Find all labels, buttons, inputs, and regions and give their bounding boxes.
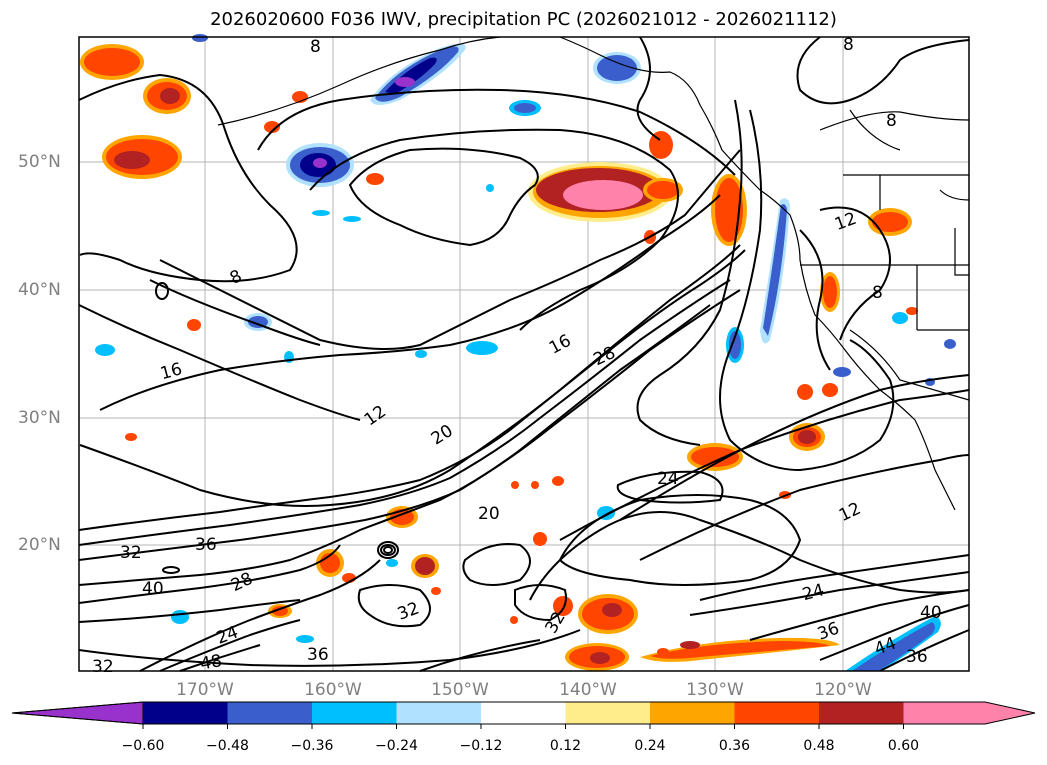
contour-label: 24 (657, 469, 679, 489)
colorbar-tick-label: −0.60 (121, 738, 165, 754)
lon-label: 150°W (431, 680, 489, 700)
colorbar-segment (481, 702, 566, 724)
contour-label: 40 (142, 579, 164, 599)
figure-title: 2026020600 F036 IWV, precipitation PC (2… (210, 9, 837, 30)
lon-label: 170°W (176, 680, 234, 700)
precip-blob (316, 549, 344, 577)
colorbar-tick-label: 0.36 (718, 738, 751, 754)
map-frame (78, 36, 970, 672)
precip-blob (565, 643, 629, 671)
contour-label: 8 (886, 111, 897, 131)
precip-blob (286, 143, 354, 187)
precip-blob (102, 135, 182, 179)
colorbar-segment (819, 702, 904, 724)
precip-blob (143, 78, 191, 114)
colorbar-segment (734, 702, 819, 724)
coastlines (217, 36, 970, 511)
contour-label: 8 (310, 37, 321, 57)
colorbar-tick-label: 0.12 (549, 738, 582, 754)
precip-blob (643, 178, 683, 202)
iwv-contours (78, 36, 970, 672)
colorbar-tick-label: −0.24 (375, 738, 418, 754)
lat-label: 40°N (18, 280, 61, 300)
precip-blob (760, 198, 790, 344)
precip-blob (726, 327, 744, 363)
lon-label: 140°W (559, 680, 617, 700)
contour-label: 36 (307, 645, 329, 665)
iwv-contour-loops (377, 541, 399, 559)
precip-blob (593, 52, 641, 84)
contour-label: 32 (120, 543, 142, 563)
contour-label: 48 (199, 651, 224, 674)
precip-blob (528, 162, 672, 222)
contour-label: 36 (195, 535, 217, 555)
lat-label: 30°N (18, 408, 61, 428)
colorbar-tick-label: 0.60 (887, 738, 920, 754)
contour-label: 8 (872, 283, 883, 303)
precip-blob (509, 100, 541, 116)
colorbar-segment (565, 702, 650, 724)
colorbar (11, 701, 1036, 729)
colorbar-tick-label: 0.24 (634, 738, 666, 754)
precip-blob (370, 43, 466, 105)
colorbar-segment (312, 702, 397, 724)
lon-label: 120°W (814, 680, 872, 700)
precip-blob (820, 272, 840, 312)
precip-negative-areas (95, 34, 956, 671)
lon-label: 160°W (304, 680, 362, 700)
contour-label: 36 (906, 647, 928, 667)
precip-blob (649, 131, 673, 159)
colorbar-segment (396, 702, 481, 724)
lat-label: 20°N (18, 535, 61, 555)
precip-blob (687, 443, 743, 471)
colorbar-segment (227, 702, 312, 724)
colorbar-segment (650, 702, 735, 724)
contour-label: 8 (843, 35, 854, 55)
precip-blob (411, 554, 439, 578)
colorbar-tick-label: −0.36 (290, 738, 334, 754)
precip-blob (640, 637, 840, 662)
colorbar-tick-label: −0.12 (459, 738, 503, 754)
precip-blob (95, 34, 956, 643)
colorbar-tick-label: 0.48 (803, 738, 835, 754)
precip-blob (845, 616, 941, 671)
contour-label: 20 (478, 504, 500, 524)
colorbar-extend-low (11, 701, 144, 725)
contour-label: 40 (920, 603, 942, 623)
precip-blob (125, 91, 918, 656)
colorbar-tick-label: −0.48 (206, 738, 249, 754)
precip-blob (80, 44, 144, 80)
lon-label: 130°W (686, 680, 744, 700)
precip-positive-areas (80, 44, 918, 671)
lat-label: 50°N (18, 152, 61, 172)
contour-label: 32 (92, 657, 114, 677)
precip-blob (553, 596, 573, 616)
precip-blob (578, 594, 638, 634)
colorbar-extend-high (903, 702, 1035, 724)
colorbar-segment (143, 702, 228, 724)
